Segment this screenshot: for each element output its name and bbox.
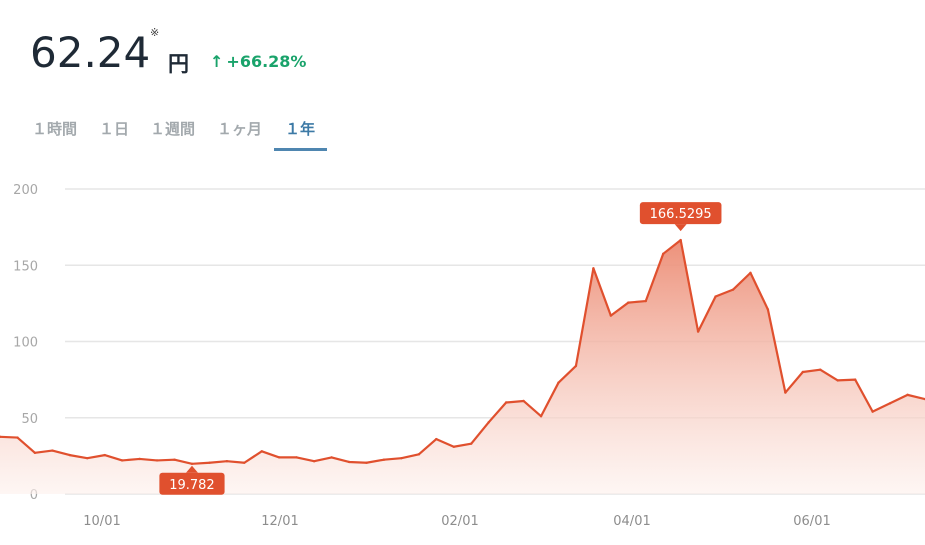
- series-line: [0, 238, 925, 465]
- x-tick-label: 10/01: [83, 514, 120, 529]
- tab-1-week[interactable]: １週間: [150, 120, 196, 138]
- data-point-12: [208, 461, 211, 464]
- data-point-18: [312, 460, 316, 463]
- data-point-29: [504, 401, 508, 404]
- data-point-14: [243, 461, 246, 464]
- data-point-27: [470, 442, 473, 445]
- x-tick-label: 12/01: [261, 514, 298, 529]
- tab-1-day[interactable]: １日: [99, 120, 130, 138]
- max-value-label-pointer: [674, 224, 687, 232]
- data-point-19: [330, 456, 333, 459]
- data-point-10: [173, 458, 176, 461]
- y-tick-label: 0: [30, 488, 38, 503]
- max-value-label-box: [639, 202, 722, 225]
- data-point-2: [33, 451, 37, 455]
- data-point-49: [853, 378, 857, 381]
- up-arrow-icon: ↑: [210, 52, 224, 71]
- price-change: ↑ +66.28%: [210, 52, 306, 71]
- data-point-41: [714, 295, 717, 298]
- x-axis-ticks: 10/01 12/01 02/01 04/01 06/01: [83, 514, 830, 529]
- data-point-6: [103, 453, 106, 457]
- data-point-4: [68, 453, 72, 457]
- series-area: [0, 240, 925, 494]
- data-point-20: [347, 460, 351, 464]
- data-point-22: [382, 458, 386, 461]
- data-point-34: [592, 267, 595, 270]
- max-value-label-text: 166.5295: [650, 207, 712, 222]
- data-point-33: [574, 364, 578, 368]
- x-tick-label: 02/01: [441, 514, 478, 529]
- active-tab-indicator: [274, 148, 327, 151]
- tab-1-year[interactable]: １年: [285, 120, 316, 138]
- data-point-52: [906, 393, 909, 397]
- data-point-46: [801, 370, 805, 374]
- data-point-31: [539, 415, 543, 418]
- data-point-26: [452, 445, 455, 448]
- y-tick-label: 50: [21, 412, 38, 427]
- note-mark: ※: [150, 26, 160, 39]
- data-point-32: [557, 381, 560, 384]
- data-point-15: [260, 450, 263, 453]
- data-point-43: [749, 271, 752, 275]
- data-point-40: [696, 330, 700, 333]
- price-unit: 円: [168, 52, 189, 76]
- current-price: 62.24: [30, 28, 151, 77]
- data-point-21: [365, 461, 368, 464]
- data-point-13: [225, 460, 229, 463]
- y-tick-label: 150: [13, 259, 38, 274]
- data-point-5: [86, 456, 89, 460]
- data-point-45: [784, 391, 787, 394]
- price-chart: 0 50 100 150 200 10/01 12/01 02/01 04/01 06/01 1…: [0, 183, 925, 529]
- min-value-label-text: 19.782: [169, 478, 215, 493]
- data-point-0: [0, 435, 2, 439]
- data-point-50: [871, 410, 874, 413]
- data-point-30: [522, 399, 525, 403]
- data-point-44: [766, 308, 770, 311]
- y-tick-label: 100: [13, 336, 38, 351]
- data-point-39: [679, 238, 682, 242]
- data-point-38: [662, 252, 665, 256]
- data-point-7: [120, 459, 124, 462]
- price-change-value: +66.28%: [226, 52, 307, 71]
- data-point-8: [138, 457, 141, 461]
- x-tick-label: 04/01: [613, 514, 650, 529]
- data-point-25: [435, 437, 438, 441]
- data-point-28: [487, 421, 490, 424]
- data-point-3: [51, 449, 54, 452]
- data-point-51: [888, 402, 892, 405]
- tab-1-month[interactable]: １ヶ月: [217, 120, 263, 138]
- data-point-9: [155, 459, 159, 462]
- data-point-42: [731, 288, 735, 291]
- data-point-16: [278, 456, 281, 459]
- data-point-35: [609, 314, 613, 317]
- min-value-label: 19.782: [159, 465, 225, 495]
- data-point-11: [190, 462, 194, 466]
- data-point-1: [16, 436, 19, 439]
- annotations: 166.5295 19.782: [159, 202, 722, 495]
- y-tick-label: 200: [13, 183, 38, 198]
- y-axis-ticks: 0 50 100 150 200: [13, 183, 38, 503]
- data-point-24: [417, 453, 421, 456]
- data-point-37: [644, 299, 647, 303]
- min-value-label-pointer: [185, 465, 198, 473]
- data-point-48: [836, 379, 839, 382]
- x-tick-label: 06/01: [793, 514, 830, 529]
- data-point-17: [295, 456, 298, 459]
- max-value-label: 166.5295: [639, 202, 722, 232]
- data-point-47: [819, 368, 822, 371]
- min-value-label-box: [159, 472, 225, 495]
- data-point-36: [627, 301, 630, 304]
- data-point-23: [400, 456, 403, 460]
- tab-1-hour[interactable]: １時間: [32, 120, 78, 138]
